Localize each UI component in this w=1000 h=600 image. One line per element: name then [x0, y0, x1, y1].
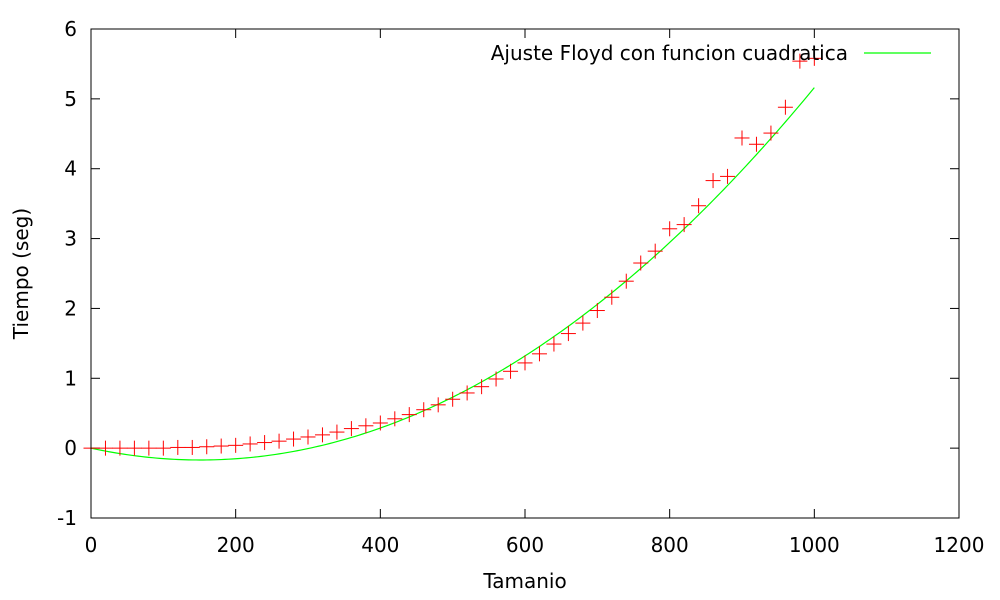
data-point [228, 437, 244, 453]
data-point [604, 289, 620, 305]
data-point [474, 379, 490, 395]
data-point [792, 53, 808, 69]
data-point [387, 411, 403, 427]
data-point [720, 168, 736, 184]
data-point [503, 363, 519, 379]
y-tick-label: 4 [64, 157, 77, 181]
ticks-layer: 0 200 400 600 800 1000 1200 -1 0 1 2 3 4 5 6 [57, 17, 984, 557]
data-point [531, 346, 547, 362]
data-point [401, 407, 417, 423]
y-tick-label: 2 [64, 296, 77, 320]
data-point [213, 438, 229, 454]
data-point [488, 371, 504, 387]
data-point [97, 440, 113, 456]
data-point [705, 173, 721, 189]
data-point [633, 255, 649, 271]
legend: Ajuste Floyd con funcion cuadratica [491, 41, 931, 65]
data-point [141, 440, 157, 456]
data-point [199, 439, 215, 455]
data-point [300, 429, 316, 445]
data-point [647, 243, 663, 259]
y-tick-label: 6 [64, 17, 77, 41]
x-tick-label: 0 [85, 533, 98, 557]
data-point [170, 439, 186, 455]
data-point [242, 436, 258, 452]
data-point [257, 435, 273, 451]
data-point [155, 440, 171, 456]
data-point [329, 424, 345, 440]
y-tick-label: -1 [57, 506, 77, 530]
x-axis-title: Tamanio [482, 569, 566, 593]
points-layer [83, 50, 822, 456]
legend-label-fit: Ajuste Floyd con funcion cuadratica [491, 41, 848, 65]
x-tick-label: 800 [651, 533, 689, 557]
plot-frame [90, 28, 960, 519]
data-point [662, 221, 678, 237]
data-point [691, 198, 707, 214]
data-point [575, 315, 591, 331]
x-tick-label: 600 [506, 533, 544, 557]
data-point [184, 439, 200, 455]
data-point [271, 433, 287, 449]
data-point [517, 355, 533, 371]
data-point [560, 326, 576, 342]
y-axis-title: Tiempo (seg) [9, 208, 33, 340]
data-point [416, 402, 432, 418]
data-point [286, 431, 302, 447]
y-tick-label: 5 [64, 87, 77, 111]
y-tick-label: 1 [64, 366, 77, 390]
data-point [314, 427, 330, 443]
y-tick-label: 3 [64, 227, 77, 251]
data-point [445, 391, 461, 407]
x-tick-label: 1200 [934, 533, 985, 557]
data-point [734, 130, 750, 146]
data-point [372, 415, 388, 431]
data-point [676, 217, 692, 233]
y-tick-label: 0 [64, 436, 77, 460]
data-point [126, 440, 142, 456]
data-point [763, 125, 779, 141]
data-point [112, 440, 128, 456]
data-point [589, 303, 605, 319]
data-point [748, 136, 764, 152]
data-point [358, 418, 374, 434]
data-point [618, 273, 634, 289]
x-tick-label: 200 [217, 533, 255, 557]
data-point [343, 421, 359, 437]
data-point [459, 385, 475, 401]
data-point [777, 99, 793, 115]
data-point [806, 50, 822, 66]
data-point [430, 397, 446, 413]
x-tick-label: 400 [361, 533, 399, 557]
x-tick-label: 1000 [789, 533, 840, 557]
data-point [546, 336, 562, 352]
